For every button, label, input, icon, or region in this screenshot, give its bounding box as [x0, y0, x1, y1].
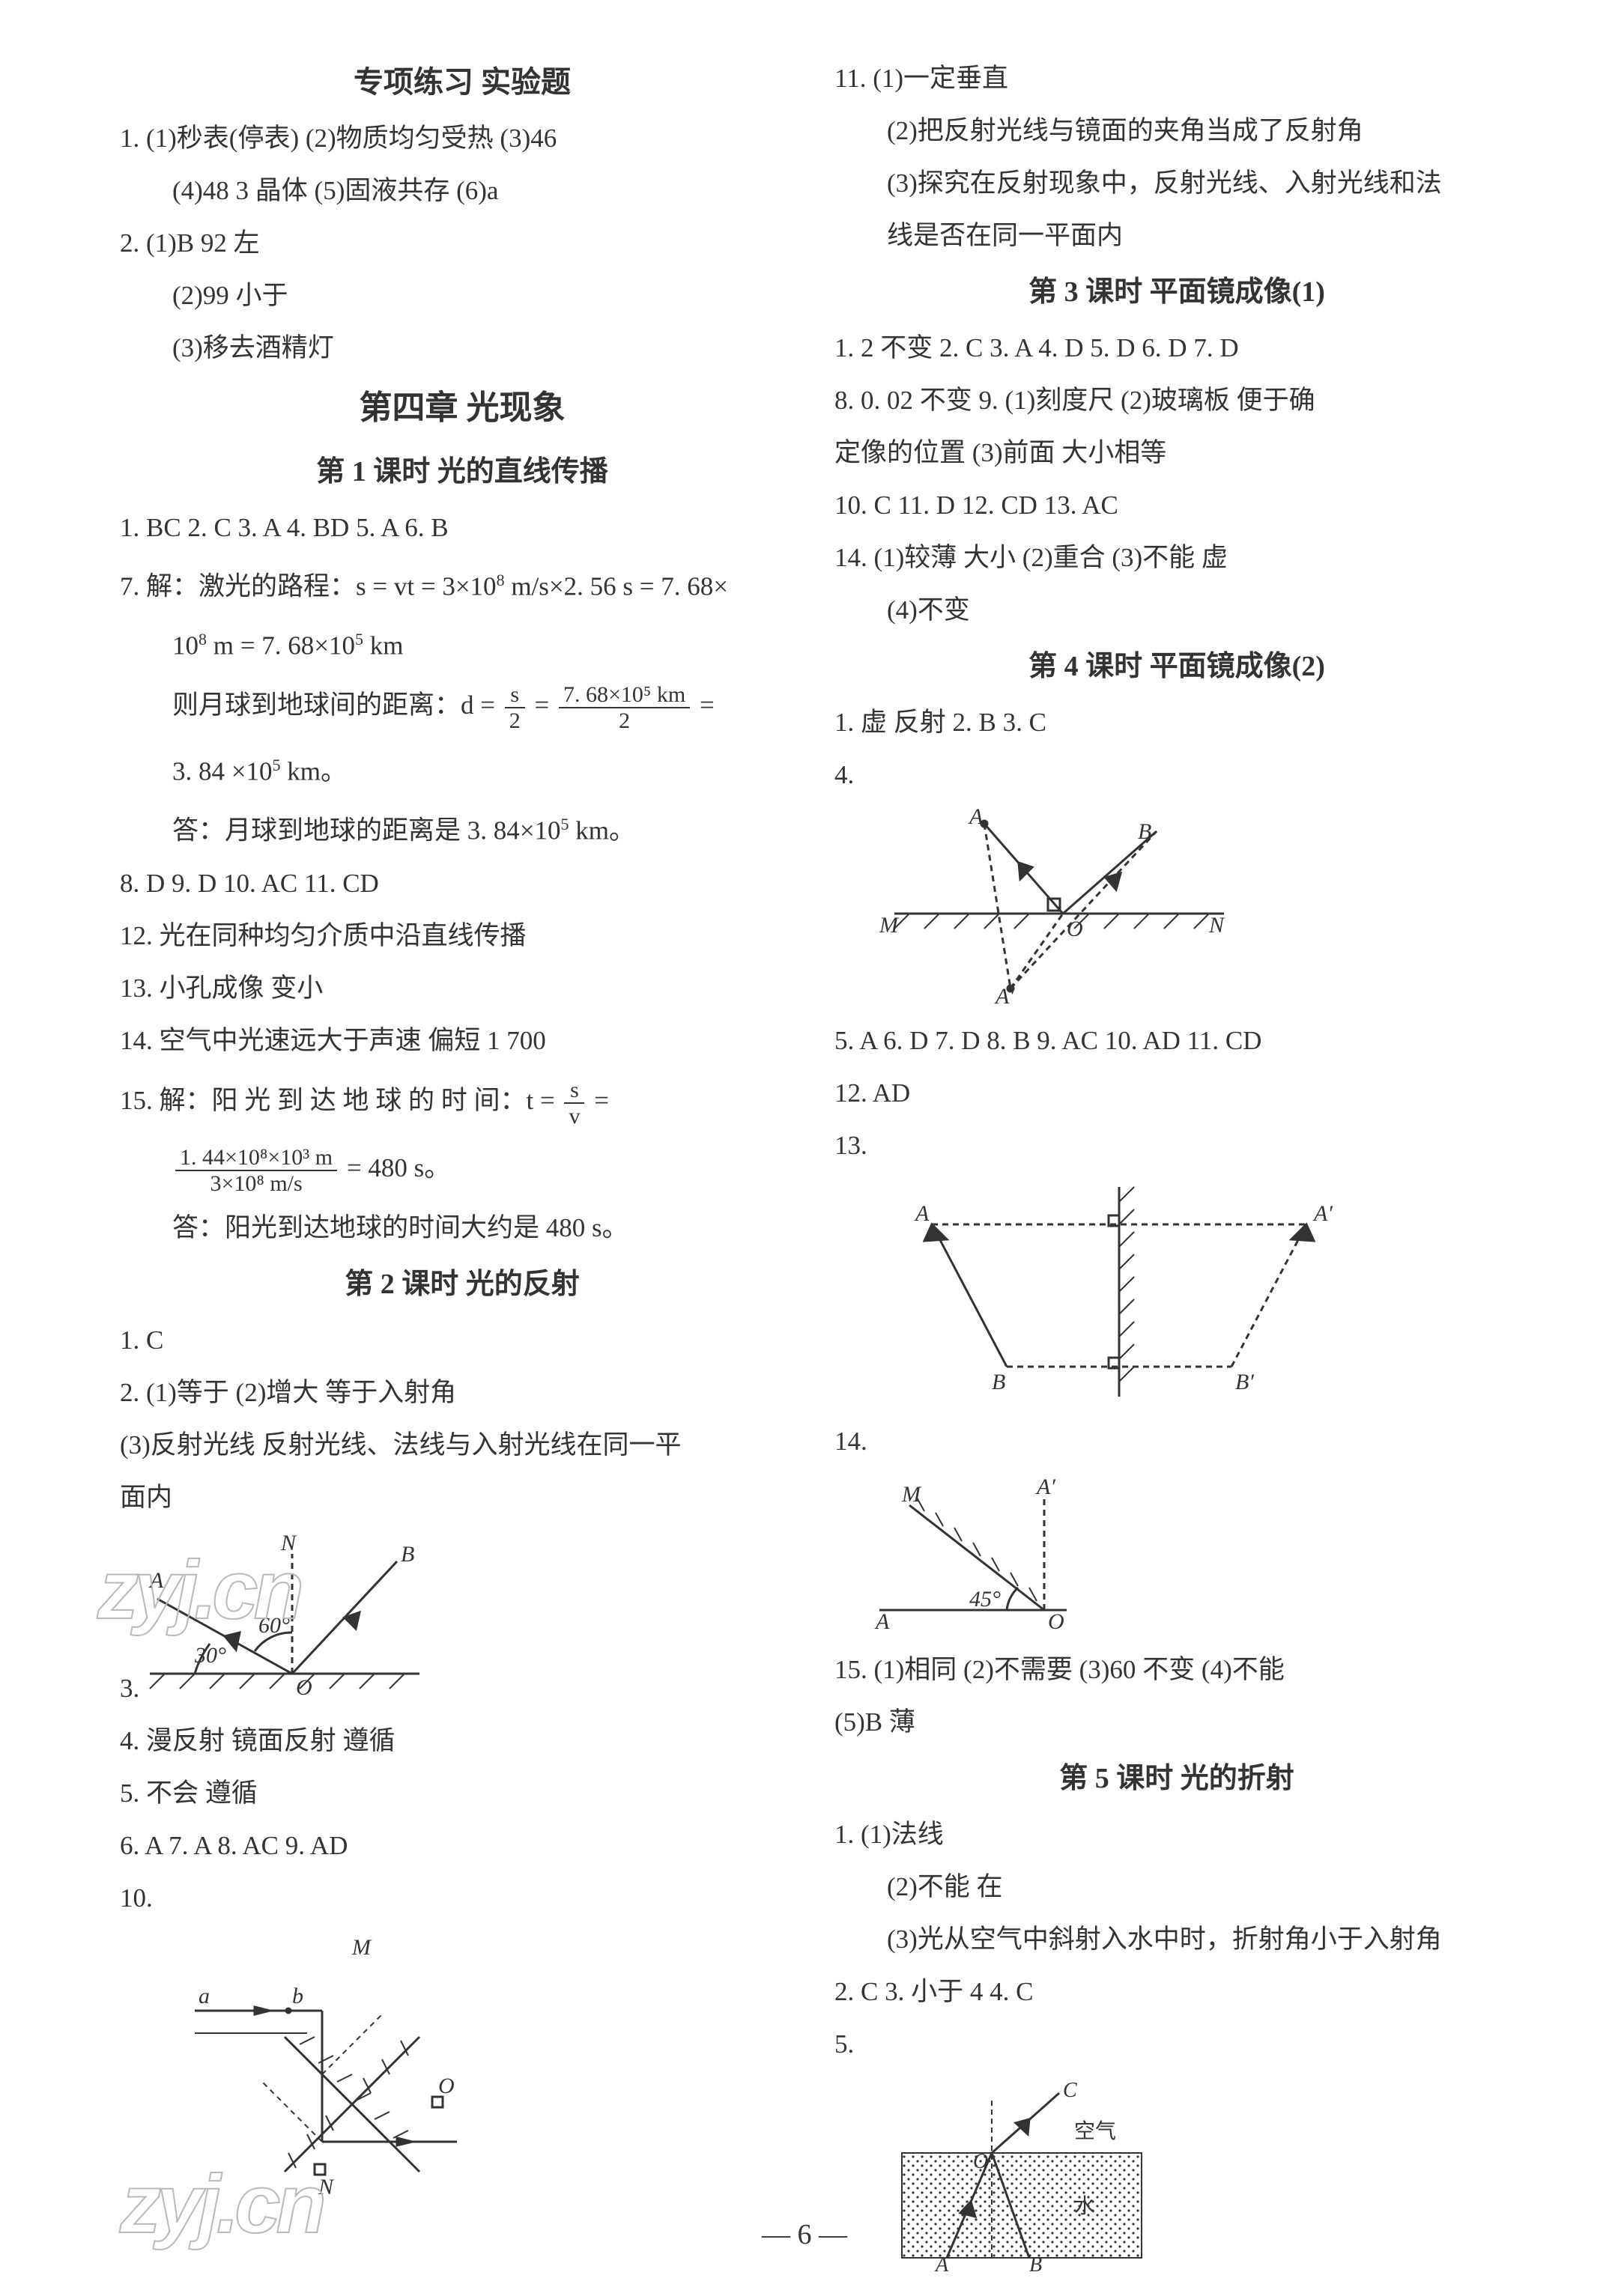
chapter-title: 第四章 光现象	[120, 374, 804, 442]
svg-text:A: A	[874, 1609, 890, 1633]
answer-line: 108 m = 7. 68×105 km	[120, 613, 804, 672]
answer-line: 14.	[834, 1415, 1519, 1468]
answer-line: 15. (1)相同 (2)不需要 (3)60 不变 (4)不能	[834, 1644, 1519, 1696]
lesson-title: 第 4 课时 平面镜成像(2)	[834, 637, 1519, 696]
answer-line: 12. 光在同种均匀介质中沿直线传播	[120, 910, 804, 962]
diagram-object-image: A A′ B B′	[879, 1179, 1519, 1408]
answer-line: (3)探究在反射现象中，反射光线、入射光线和法	[834, 157, 1519, 210]
answer-line: (3)反射光线 反射光线、法线与入射光线在同一平	[120, 1419, 804, 1472]
svg-text:B: B	[401, 1542, 414, 1567]
svg-text:30°: 30°	[194, 1643, 226, 1668]
svg-text:M: M	[879, 913, 900, 938]
left-column: 专项练习 实验题 1. (1)秒表(停表) (2)物质均匀受热 (3)46 (4…	[120, 52, 804, 2236]
answer-line: 2. (1)B 92 左	[120, 217, 804, 270]
answer-line: (3)移去酒精灯	[120, 322, 804, 374]
answer-line: 2. (1)等于 (2)增大 等于入射角	[120, 1367, 804, 1419]
answer-line: 15. 解：阳 光 到 达 地 球 的 时 间：t = sv =	[120, 1067, 804, 1135]
svg-text:O: O	[1048, 1609, 1064, 1633]
svg-text:O: O	[973, 2150, 988, 2173]
answer-line: 答：阳光到达地球的时间大约是 480 s。	[120, 1202, 804, 1254]
diagram-mirror-image: A B M N O A′	[879, 809, 1519, 1007]
answer-line: 2. C 3. 小于 4 4. C	[834, 1966, 1519, 2018]
answer-line: 面内	[120, 1472, 804, 1524]
answer-line: (3)光从空气中斜射入水中时，折射角小于入射角	[834, 1913, 1519, 1966]
answer-line: 4. 漫反射 镜面反射 遵循	[120, 1715, 804, 1767]
lesson-title: 第 3 课时 平面镜成像(1)	[834, 262, 1519, 322]
answer-line: 10.	[120, 1872, 804, 1925]
answer-line: 1. (1)法线	[834, 1808, 1519, 1861]
lesson-title: 第 5 课时 光的折射	[834, 1749, 1519, 1808]
answer-line: 1. (1)秒表(停表) (2)物质均匀受热 (3)46	[120, 112, 804, 165]
svg-text:B: B	[992, 1370, 1005, 1394]
svg-text:B′: B′	[1235, 1370, 1254, 1394]
svg-text:a: a	[199, 1984, 210, 2008]
answer-line: (5)B 薄	[834, 1696, 1519, 1749]
watermark: zyj.cn	[97, 1543, 300, 1638]
answer-line: (2)把反射光线与镜面的夹角当成了反射角	[834, 105, 1519, 157]
answer-line: 则月球到地球间的距离：d = s2 = 7. 68×10⁵ km2 =	[120, 672, 804, 739]
answer-line: 线是否在同一平面内	[834, 210, 1519, 262]
svg-text:A′: A′	[994, 984, 1014, 1003]
answer-line: 定像的位置 (3)前面 大小相等	[834, 427, 1519, 479]
diagram-refraction: O C 空气 水 A B	[879, 2078, 1519, 2277]
svg-text:b: b	[292, 1984, 303, 2008]
answer-line: 14. 空气中光速远大于声速 偏短 1 700	[120, 1015, 804, 1067]
svg-text:B: B	[1029, 2253, 1042, 2273]
answer-line: (4)不变	[834, 584, 1519, 637]
answer-line: 5. A 6. D 7. D 8. B 9. AC 10. AD 11. CD	[834, 1015, 1519, 1067]
answer-line: 1. C	[120, 1314, 804, 1367]
svg-text:A: A	[914, 1201, 930, 1226]
svg-text:O: O	[296, 1675, 312, 1700]
svg-text:A′: A′	[1312, 1201, 1333, 1226]
svg-text:M: M	[901, 1482, 922, 1507]
answer-line: 答：月球到地球的距离是 3. 84×105 km。	[120, 798, 804, 857]
answer-line: 4.	[834, 749, 1519, 801]
svg-text:O: O	[438, 2074, 455, 2098]
answer-line: 1. BC 2. C 3. A 4. BD 5. A 6. B	[120, 502, 804, 554]
answer-line: (4)48 3 晶体 (5)固液共存 (6)a	[120, 165, 804, 217]
section-title: 专项练习 实验题	[120, 52, 804, 112]
answer-line: 1. 44×10⁸×10³ m3×10⁸ m/s = 480 s。	[120, 1135, 804, 1202]
svg-text:A′: A′	[1035, 1475, 1055, 1499]
answer-line: 3. 84 ×105 km。	[120, 739, 804, 798]
svg-text:M: M	[351, 1935, 372, 1960]
answer-line: 13. 小孔成像 变小	[120, 962, 804, 1015]
answer-line: 3.	[120, 1662, 139, 1715]
answer-line: 12. AD	[834, 1067, 1519, 1120]
svg-text:A: A	[968, 809, 984, 829]
answer-line: 1. 虚 反射 2. B 3. C	[834, 696, 1519, 749]
svg-text:45°: 45°	[969, 1587, 1001, 1612]
svg-text:水: 水	[1074, 2194, 1095, 2218]
answer-line: 6. A 7. A 8. AC 9. AD	[120, 1820, 804, 1872]
answer-line: (2)99 小于	[120, 270, 804, 322]
answer-line: 10. C 11. D 12. CD 13. AC	[834, 479, 1519, 532]
answer-line: 14. (1)较薄 大小 (2)重合 (3)不能 虚	[834, 532, 1519, 584]
right-column: 11. (1)一定垂直 (2)把反射光线与镜面的夹角当成了反射角 (3)探究在反…	[834, 52, 1519, 2236]
svg-text:B: B	[1138, 819, 1151, 844]
svg-text:C: C	[1063, 2079, 1077, 2102]
svg-text:空气: 空气	[1074, 2119, 1116, 2143]
answer-line: 13.	[834, 1120, 1519, 1172]
answer-line: 7. 解：激光的路程：s = vt = 3×108 m/s×2. 56 s = …	[120, 554, 804, 613]
answer-line: 8. 0. 02 不变 9. (1)刻度尺 (2)玻璃板 便于确	[834, 374, 1519, 427]
lesson-title: 第 1 课时 光的直线传播	[120, 442, 804, 502]
svg-text:A: A	[934, 2253, 949, 2273]
answer-line: 11. (1)一定垂直	[834, 52, 1519, 105]
answer-line: (2)不能 在	[834, 1861, 1519, 1913]
svg-text:N: N	[1208, 913, 1225, 938]
watermark: zyj.cn	[120, 2157, 322, 2252]
page-number: — 6 —	[762, 2218, 847, 2251]
svg-text:O: O	[1067, 917, 1083, 941]
diagram-45-mirror: M A′ A O 45°	[857, 1475, 1519, 1636]
lesson-title: 第 2 课时 光的反射	[120, 1254, 804, 1314]
answer-line: 8. D 9. D 10. AC 11. CD	[120, 857, 804, 910]
answer-line: 1. 2 不变 2. C 3. A 4. D 5. D 6. D 7. D	[834, 322, 1519, 374]
answer-line: 5.	[834, 2018, 1519, 2071]
answer-line: 5. 不会 遵循	[120, 1767, 804, 1820]
